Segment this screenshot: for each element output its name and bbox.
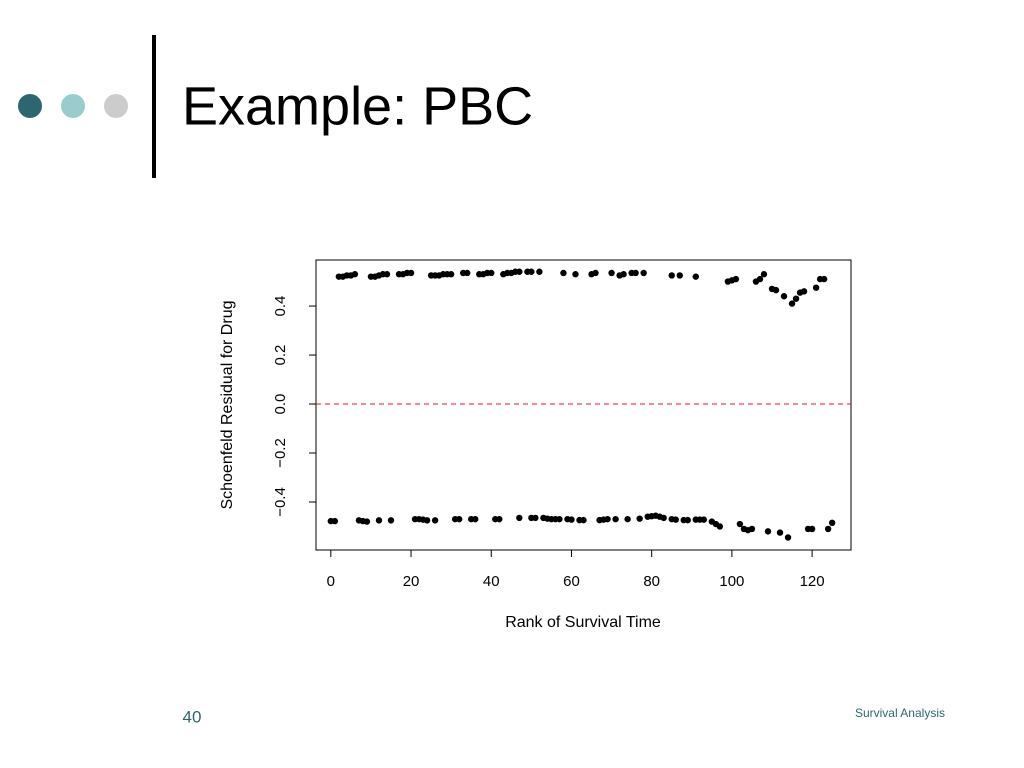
y-tick-label: 0.2 xyxy=(272,345,289,366)
point xyxy=(612,515,619,523)
point xyxy=(808,525,816,533)
point xyxy=(423,517,431,524)
point xyxy=(672,516,679,523)
slide-title: Example: PBC xyxy=(182,76,533,136)
point xyxy=(375,517,383,524)
point xyxy=(608,269,615,277)
point xyxy=(788,300,796,307)
point xyxy=(772,286,780,294)
point xyxy=(580,516,587,524)
point xyxy=(431,517,439,524)
point xyxy=(820,275,828,283)
x-tick-label: 100 xyxy=(719,573,744,590)
point xyxy=(572,271,579,278)
point xyxy=(640,269,647,277)
y-tick-label: −0.4 xyxy=(272,487,289,517)
x-tick-label: 60 xyxy=(563,573,580,590)
point xyxy=(592,269,599,277)
point xyxy=(383,271,391,278)
footer: Survival Analysis xyxy=(855,706,945,720)
point xyxy=(363,518,371,525)
point xyxy=(700,516,708,523)
point xyxy=(556,515,563,523)
point xyxy=(668,272,675,279)
point xyxy=(828,519,836,527)
x-tick-label: 40 xyxy=(483,573,500,590)
point xyxy=(716,523,724,530)
point xyxy=(351,271,359,278)
y-tick-label: 0.4 xyxy=(272,296,289,317)
point xyxy=(560,269,567,277)
point xyxy=(676,272,683,279)
point xyxy=(568,516,575,523)
point xyxy=(732,275,740,283)
point xyxy=(736,520,744,528)
page-number: 40 xyxy=(183,707,202,726)
decor-dot xyxy=(61,94,85,118)
point xyxy=(447,271,455,278)
point xyxy=(792,295,800,302)
point xyxy=(636,515,643,522)
point xyxy=(331,517,339,525)
point xyxy=(604,515,611,523)
point xyxy=(756,275,764,283)
plot-frame xyxy=(315,259,852,551)
point xyxy=(496,515,503,523)
x-tick-label: 80 xyxy=(643,573,660,590)
point xyxy=(780,293,788,300)
point xyxy=(784,534,792,541)
point xyxy=(632,269,639,277)
point xyxy=(472,515,479,523)
point xyxy=(760,271,768,278)
point xyxy=(536,268,543,275)
x-tick-label: 0 xyxy=(327,573,335,590)
decor-dot xyxy=(18,94,42,118)
point xyxy=(660,514,667,522)
point xyxy=(748,525,756,533)
decor-dot xyxy=(104,94,128,118)
point xyxy=(516,268,523,275)
point xyxy=(624,515,631,523)
x-axis-label: Rank of Survival Time xyxy=(505,614,661,631)
x-tick-label: 20 xyxy=(403,573,420,590)
chart: Rank of Survival Time Schoenfeld Residua… xyxy=(219,259,852,631)
point xyxy=(455,515,463,523)
y-tick-label: 0.0 xyxy=(272,394,289,415)
x-tick-label: 120 xyxy=(800,573,825,590)
point xyxy=(488,269,495,277)
point xyxy=(776,529,784,536)
point xyxy=(764,528,772,535)
point xyxy=(387,517,395,524)
y-axis-label: Schoenfeld Residual for Drug xyxy=(219,300,236,509)
point xyxy=(812,284,820,291)
point xyxy=(692,273,699,280)
point xyxy=(463,269,471,277)
point xyxy=(824,525,832,533)
point xyxy=(684,516,691,524)
point xyxy=(407,269,415,277)
point xyxy=(532,514,539,522)
point xyxy=(528,268,535,275)
point xyxy=(516,514,523,522)
point xyxy=(800,288,808,295)
point xyxy=(620,271,627,278)
y-tick-label: −0.2 xyxy=(272,438,289,468)
